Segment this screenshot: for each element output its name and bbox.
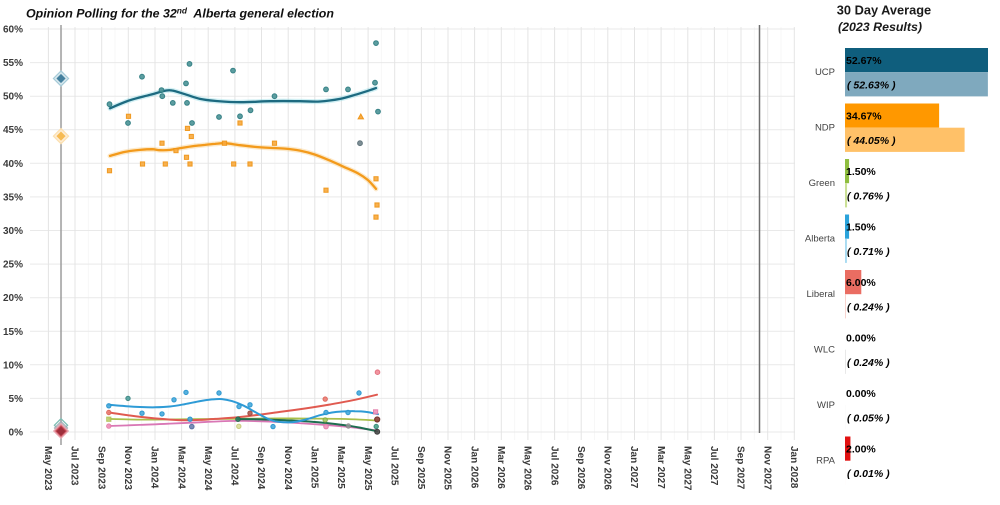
svg-text:( 0.76% ): ( 0.76% ): [847, 190, 890, 202]
svg-text:34.67%: 34.67%: [846, 111, 882, 123]
svg-text:0%: 0%: [9, 428, 24, 439]
svg-text:RPA: RPA: [816, 456, 835, 467]
svg-text:( 0.24% ): ( 0.24% ): [847, 301, 890, 313]
svg-text:Nov 2024: Nov 2024: [282, 446, 293, 490]
svg-text:UCP: UCP: [815, 67, 835, 78]
svg-text:10%: 10%: [3, 360, 23, 371]
svg-text:( 52.63% ): ( 52.63% ): [847, 79, 896, 91]
svg-text:Jan 2024: Jan 2024: [149, 446, 160, 489]
svg-text:55%: 55%: [3, 58, 23, 69]
svg-text:Sep 2025: Sep 2025: [415, 446, 426, 490]
svg-text:50%: 50%: [3, 92, 23, 103]
svg-text:0.00%: 0.00%: [846, 388, 876, 400]
svg-text:35%: 35%: [3, 192, 23, 203]
svg-text:May 2025: May 2025: [362, 446, 373, 491]
svg-text:15%: 15%: [3, 327, 23, 338]
svg-text:Green: Green: [809, 178, 835, 189]
svg-text:Alberta: Alberta: [805, 234, 836, 245]
svg-text:May 2024: May 2024: [202, 446, 213, 491]
svg-text:Sep 2026: Sep 2026: [575, 446, 586, 490]
svg-text:30 Day Average: 30 Day Average: [837, 3, 931, 18]
svg-text:May 2026: May 2026: [522, 446, 533, 491]
svg-text:5%: 5%: [9, 394, 24, 405]
svg-text:Jul 2025: Jul 2025: [388, 446, 399, 486]
svg-text:25%: 25%: [3, 260, 23, 271]
svg-text:6.00%: 6.00%: [846, 277, 876, 289]
svg-text:Mar 2025: Mar 2025: [335, 446, 346, 489]
svg-text:Nov 2025: Nov 2025: [442, 446, 453, 490]
svg-text:Jan 2025: Jan 2025: [309, 446, 320, 489]
svg-text:WIP: WIP: [817, 400, 835, 411]
svg-text:Mar 2027: Mar 2027: [655, 446, 666, 489]
svg-text:52.67%: 52.67%: [846, 55, 882, 67]
svg-text:( 0.01% ): ( 0.01% ): [847, 468, 890, 480]
svg-text:Jul 2026: Jul 2026: [548, 446, 559, 486]
svg-text:Jul 2027: Jul 2027: [708, 446, 719, 486]
svg-text:( 0.05% ): ( 0.05% ): [847, 412, 890, 424]
svg-text:20%: 20%: [3, 293, 23, 304]
svg-text:30%: 30%: [3, 226, 23, 237]
svg-text:Jul 2023: Jul 2023: [69, 446, 80, 486]
svg-text:Jan 2026: Jan 2026: [468, 446, 479, 489]
svg-text:45%: 45%: [3, 125, 23, 136]
svg-text:1.50%: 1.50%: [846, 222, 876, 234]
svg-text:Jan 2028: Jan 2028: [788, 446, 799, 489]
svg-text:May 2027: May 2027: [682, 446, 693, 491]
svg-text:Sep 2024: Sep 2024: [255, 446, 266, 490]
svg-text:0.00%: 0.00%: [846, 333, 876, 345]
svg-text:NDP: NDP: [815, 123, 835, 134]
svg-text:Sep 2027: Sep 2027: [735, 446, 746, 490]
svg-text:40%: 40%: [3, 159, 23, 170]
svg-text:Jan 2027: Jan 2027: [628, 446, 639, 489]
svg-text:Mar 2024: Mar 2024: [175, 446, 186, 489]
svg-text:Sep 2023: Sep 2023: [95, 446, 106, 490]
svg-text:Nov 2026: Nov 2026: [602, 446, 613, 490]
svg-text:Liberal: Liberal: [806, 289, 835, 300]
svg-text:(2023 Results): (2023 Results): [838, 20, 922, 34]
svg-text:( 44.05% ): ( 44.05% ): [847, 135, 896, 147]
svg-text:May 2023: May 2023: [42, 446, 53, 491]
svg-text:Nov 2023: Nov 2023: [122, 446, 133, 490]
svg-text:Nov 2027: Nov 2027: [761, 446, 772, 490]
svg-text:60%: 60%: [3, 25, 23, 36]
svg-text:( 0.24% ): ( 0.24% ): [847, 357, 890, 369]
svg-text:Jul 2024: Jul 2024: [229, 446, 240, 486]
svg-text:WLC: WLC: [814, 345, 835, 356]
svg-text:1.50%: 1.50%: [846, 166, 876, 178]
svg-text:( 0.71% ): ( 0.71% ): [847, 246, 890, 258]
svg-text:2.00%: 2.00%: [846, 444, 876, 456]
svg-text:Mar 2026: Mar 2026: [495, 446, 506, 489]
